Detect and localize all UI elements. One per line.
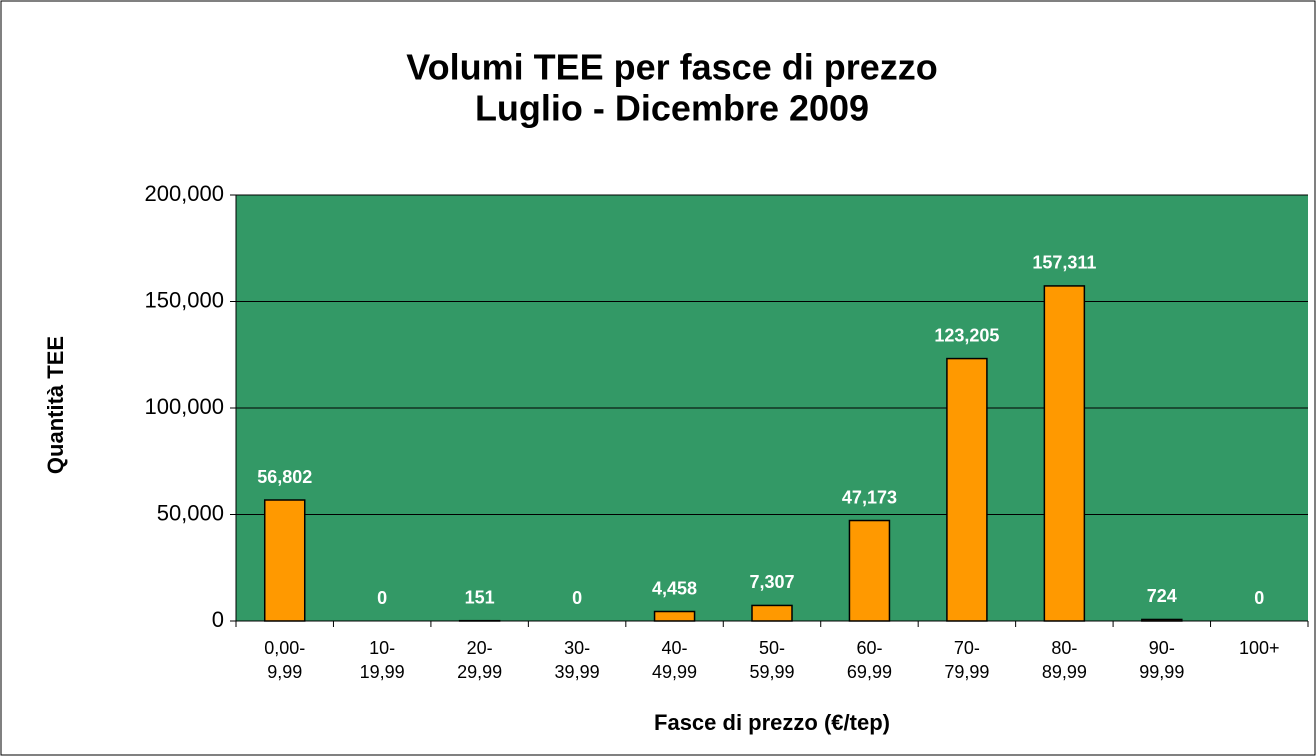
bar bbox=[653, 610, 696, 622]
data-label: 0 bbox=[377, 588, 387, 608]
data-label: 724 bbox=[1147, 586, 1177, 606]
x-axis-title: Fasce di prezzo (€/tep) bbox=[654, 710, 890, 735]
bar bbox=[946, 357, 988, 622]
data-label: 0 bbox=[1254, 588, 1264, 608]
x-tick-label: 30- 39,99 bbox=[554, 638, 600, 682]
y-tick-label: 50,000 bbox=[157, 500, 224, 525]
data-label: 47,173 bbox=[842, 487, 897, 507]
x-tick-label: 50- 59,99 bbox=[749, 638, 795, 682]
chart-subtitle: Luglio - Dicembre 2009 bbox=[475, 88, 869, 129]
bar bbox=[263, 499, 306, 622]
bar bbox=[1043, 285, 1086, 622]
data-label: 4,458 bbox=[652, 578, 697, 598]
data-label: 123,205 bbox=[934, 325, 999, 345]
x-tick-label: 10- 19,99 bbox=[359, 638, 405, 682]
y-tick-label: 200,000 bbox=[144, 181, 224, 206]
x-tick-label: 0,00- 9,99 bbox=[264, 638, 306, 682]
y-axis-title: Quantità TEE bbox=[43, 336, 68, 474]
x-tick-label: 70- 79,99 bbox=[944, 638, 990, 682]
data-label: 56,802 bbox=[257, 467, 312, 487]
bar bbox=[1141, 618, 1183, 622]
x-tick-label: 80- 89,99 bbox=[1041, 638, 1087, 682]
y-tick-label: 100,000 bbox=[144, 394, 224, 419]
y-tick-label: 150,000 bbox=[144, 287, 224, 312]
x-tick-label: 60- 69,99 bbox=[846, 638, 892, 682]
y-tick-label: 0 bbox=[212, 607, 224, 632]
x-tick-label: 20- 29,99 bbox=[457, 638, 503, 682]
data-label: 0 bbox=[572, 588, 582, 608]
data-label: 7,307 bbox=[749, 572, 794, 592]
bar bbox=[848, 519, 891, 622]
x-tick-label: 40- 49,99 bbox=[652, 638, 698, 682]
x-tick-label: 90- 99,99 bbox=[1139, 638, 1185, 682]
data-label: 151 bbox=[465, 587, 495, 607]
x-tick-label: 100+ bbox=[1238, 638, 1280, 658]
data-label: 157,311 bbox=[1032, 253, 1096, 273]
chart-title: Volumi TEE per fasce di prezzo bbox=[406, 47, 937, 88]
bar bbox=[751, 604, 793, 622]
